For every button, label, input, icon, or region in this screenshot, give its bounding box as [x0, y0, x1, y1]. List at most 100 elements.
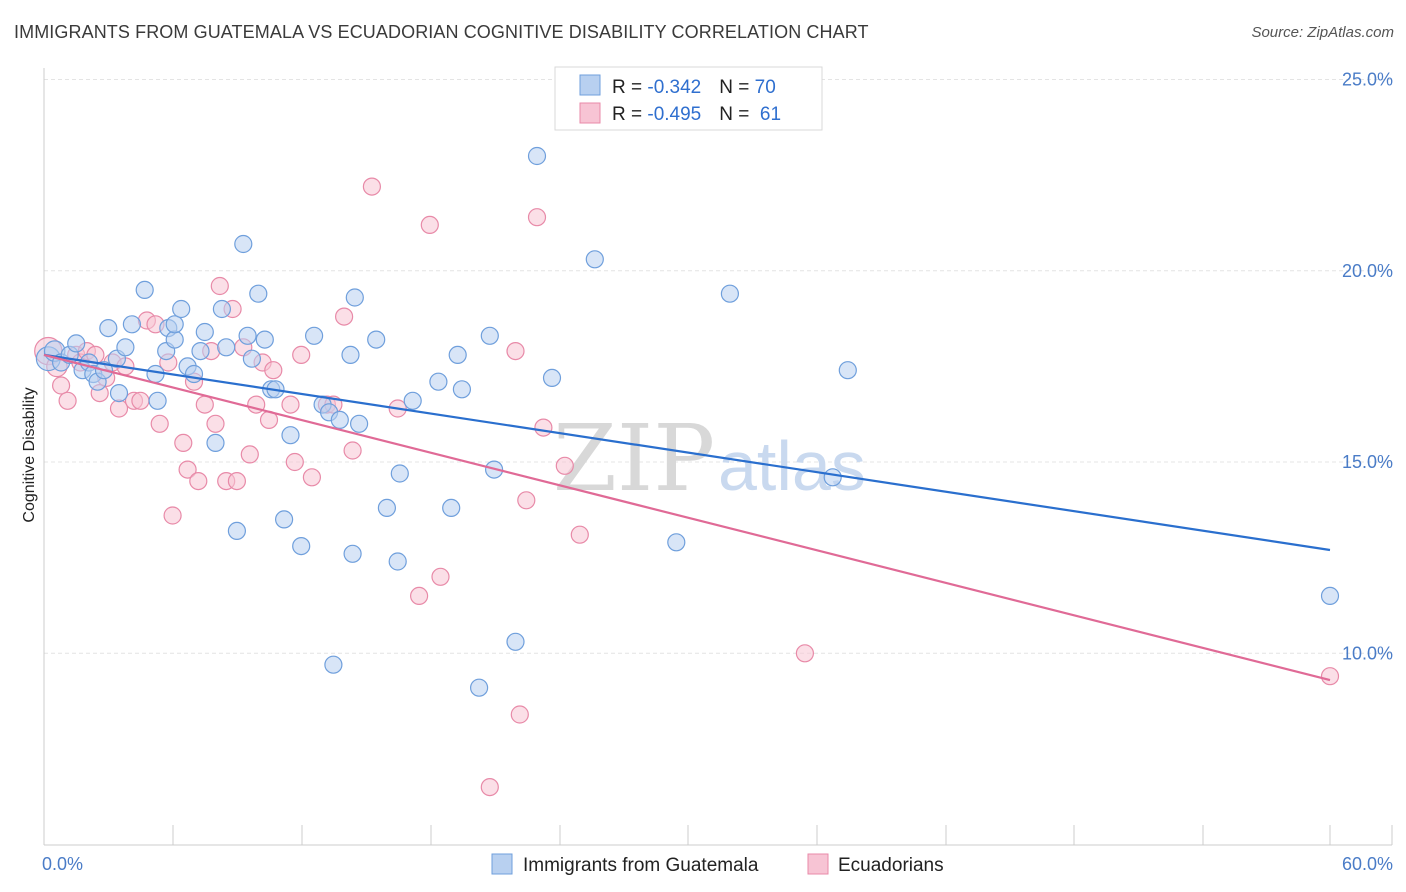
- ecuadorian-point-40: [302, 468, 321, 487]
- guatemala-point-41: [305, 326, 324, 345]
- guatemala-point-39: [281, 426, 300, 445]
- ecuadorian-point-27: [210, 276, 229, 296]
- top-legend: R = -0.342 N = 70 R = -0.495 N = 61: [554, 66, 823, 131]
- ecuadorian-point-14: [131, 391, 150, 410]
- guatemala-point-65: [585, 250, 604, 269]
- ecuadorian-point-49: [431, 567, 450, 586]
- axes: [43, 68, 1393, 846]
- guatemala-point-33: [242, 349, 261, 368]
- ecuadorian-point-50: [480, 777, 499, 797]
- guatemala-point-4: [67, 334, 86, 353]
- ecuadorian-point-20: [174, 433, 193, 452]
- ecuadorian-point-56: [555, 456, 574, 475]
- ecuadorian-point-3: [58, 391, 77, 410]
- legend-r-value-2: -0.495: [647, 104, 701, 125]
- trend-lines: [43, 353, 1331, 682]
- y-tick-label: 15.0%: [1342, 452, 1393, 472]
- guatemala-point-66: [667, 533, 686, 552]
- guatemala-point-38: [275, 510, 294, 529]
- legend-row-1: R = -0.342 N = 70: [612, 77, 776, 98]
- guatemala-point-67: [720, 284, 740, 303]
- guatemala-point-70: [1320, 586, 1340, 606]
- tick-labels: 10.0% 15.0% 20.0% 25.0% 0.0% 60.0%: [42, 70, 1393, 875]
- ecuadorian-point-51: [506, 342, 525, 361]
- ecuadorian-point-23: [189, 472, 208, 491]
- guatemala-point-24: [184, 364, 204, 384]
- guatemala-point-56: [442, 498, 461, 517]
- y-axis-label: Cognitive Disability: [21, 387, 38, 522]
- legend-n-value-1: 70: [755, 77, 776, 98]
- guatemala-point-16: [146, 364, 165, 384]
- guatemala-point-12: [109, 384, 129, 403]
- guatemala-point-34: [249, 284, 268, 303]
- guatemala-point-31: [234, 234, 253, 254]
- bottom-legend: Immigrants from Guatemala Ecuadorians: [491, 853, 944, 876]
- guatemala-point-57: [448, 345, 467, 364]
- ecuadorian-point-59: [1320, 667, 1340, 686]
- guatemala-point-14: [122, 315, 141, 334]
- data-points: [34, 146, 1340, 797]
- ecuadorian-point-24: [195, 395, 214, 414]
- ecuadorian-point-45: [362, 177, 381, 196]
- ecuadorian-point-58: [795, 644, 815, 663]
- guatemala-point-29: [217, 338, 236, 357]
- guatemala-point-51: [377, 498, 396, 517]
- guatemala-point-25: [191, 342, 210, 361]
- guatemala-point-45: [330, 410, 349, 429]
- y-tick-label: 25.0%: [1342, 70, 1393, 90]
- x-tick-label: 60.0%: [1342, 854, 1393, 874]
- legend-swatch-pink: [579, 102, 601, 124]
- ecuadorian-point-44: [343, 441, 362, 460]
- chart-title: IMMIGRANTS FROM GUATEMALA VS ECUADORIAN …: [14, 22, 869, 42]
- legend-n-value-2: 61: [755, 104, 781, 125]
- ecuadorian-point-48: [420, 215, 439, 234]
- ecuadorian-point-54: [527, 208, 547, 227]
- guatemala-point-17: [148, 391, 167, 410]
- ecuadorian-point-38: [285, 452, 304, 472]
- guatemala-point-69: [838, 361, 857, 380]
- ecuadorian-point-32: [240, 445, 259, 464]
- ecuadorian-trend-line: [43, 353, 1331, 682]
- bottom-legend-label-ecuadorians: Ecuadorians: [838, 855, 944, 876]
- guatemala-point-46: [341, 345, 360, 364]
- bottom-legend-label-guatemala: Immigrants from Guatemala: [523, 855, 759, 876]
- legend-r-label-1: R =: [612, 77, 647, 98]
- ecuadorian-point-43: [335, 307, 354, 326]
- guatemala-point-32: [238, 326, 257, 345]
- ecuadorian-point-19: [163, 506, 182, 525]
- ecuadorian-point-55: [534, 418, 553, 437]
- ecuadorian-point-53: [517, 491, 536, 510]
- legend-n-label-1: N =: [719, 77, 754, 98]
- legend-r-value-1: -0.342: [647, 77, 701, 98]
- guatemala-point-68: [823, 468, 842, 487]
- bottom-legend-swatch-pink: [807, 853, 829, 875]
- guatemala-trend-line: [43, 353, 1331, 552]
- guatemala-point-63: [527, 146, 547, 166]
- watermark-atlas: atlas: [718, 427, 866, 505]
- ecuadorian-point-30: [227, 472, 246, 491]
- guatemala-point-60: [480, 326, 499, 345]
- ecuadorian-point-39: [292, 345, 311, 364]
- guatemala-point-30: [227, 521, 246, 541]
- guatemala-point-15: [135, 280, 154, 299]
- guatemala-point-47: [343, 544, 362, 563]
- ecuadorian-point-21: [178, 460, 197, 479]
- ecuadorian-point-36: [264, 361, 283, 380]
- ecuadorian-point-57: [570, 525, 589, 544]
- guatemala-point-58: [452, 380, 471, 399]
- y-tick-label: 20.0%: [1342, 261, 1393, 281]
- legend-row-2: R = -0.495 N = 61: [612, 104, 781, 125]
- legend-n-label-2: N =: [719, 104, 754, 125]
- bottom-legend-swatch-blue: [491, 853, 513, 875]
- guatemala-point-20: [165, 330, 184, 349]
- ecuadorian-point-37: [281, 395, 300, 414]
- guatemala-point-13: [116, 338, 135, 357]
- ecuadorian-point-17: [150, 414, 169, 433]
- chart-source: Source: ZipAtlas.com: [1251, 24, 1394, 41]
- ecuadorian-point-52: [510, 705, 529, 724]
- guatemala-point-53: [390, 464, 409, 483]
- watermark-zip: ZIP: [553, 405, 715, 512]
- guatemala-point-10: [99, 319, 118, 338]
- legend-r-label-2: R =: [612, 104, 647, 125]
